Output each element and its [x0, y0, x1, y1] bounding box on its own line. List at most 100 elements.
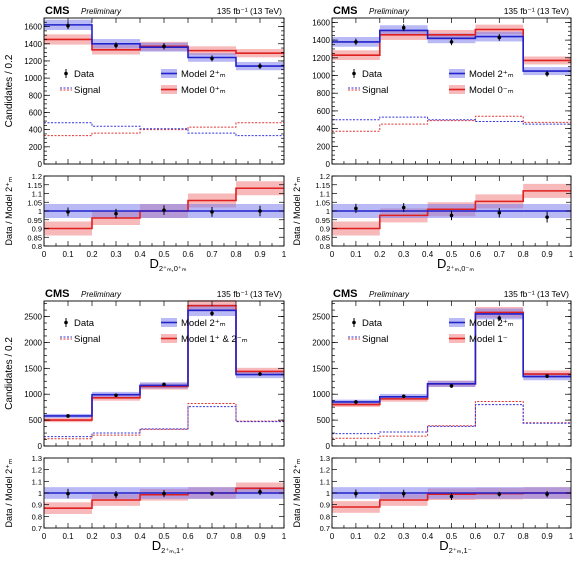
x-tick-label: 0.4 — [422, 532, 434, 541]
x-tick-label: 0.3 — [110, 532, 122, 541]
x-tick-label: 0.6 — [470, 250, 482, 259]
x-axis-label-main: D — [437, 256, 446, 271]
y-tick-label: 200 — [317, 142, 331, 151]
y-tick-label: 0 — [38, 160, 43, 169]
ratio-point — [401, 205, 406, 210]
x-axis-label-main: D — [439, 538, 448, 553]
y-tick-label: 1500 — [24, 364, 42, 373]
ratio-y-tick-label: 1.2 — [320, 172, 330, 181]
x-tick-label: 0.5 — [446, 250, 458, 259]
signal-zero-line — [44, 406, 284, 438]
y-tick-label: 1200 — [24, 57, 42, 66]
preliminary-label: Preliminary — [369, 7, 410, 16]
y-tick-label: 200 — [29, 143, 43, 152]
ratio-point — [162, 208, 166, 212]
ratio-y-axis-label: Data / Model 2⁺ₘ — [292, 176, 302, 245]
x-axis-label: D2⁺ₘ,1⁻ — [439, 538, 471, 555]
x-axis-label-subscript: 2⁺ₘ,1⁺ — [161, 546, 184, 555]
legend-model-alt-label: Model 0⁺ₘ — [181, 85, 226, 96]
ratio-y-tick-label: 1.3 — [32, 454, 42, 463]
y-tick-label: 1000 — [312, 72, 330, 81]
ratio-model-alt-line — [332, 190, 571, 230]
x-tick-label: 0.7 — [206, 532, 218, 541]
x-tick-label: 0.9 — [542, 532, 554, 541]
y-tick-label: 2000 — [24, 338, 42, 347]
ratio-y-tick-label: 1.05 — [315, 198, 330, 207]
ratio-y-tick-label: 0.8 — [32, 512, 42, 521]
x-tick-label: 0.4 — [422, 250, 434, 259]
data-point — [497, 35, 502, 40]
x-tick-label: 1 — [569, 532, 574, 541]
data-point — [497, 316, 502, 320]
ratio-point — [66, 491, 70, 496]
data-point — [449, 40, 454, 44]
legend-data-label: Data — [74, 318, 95, 329]
x-tick-label: 1 — [282, 250, 287, 259]
y-tick-label: 600 — [317, 107, 331, 116]
y-tick-label: 800 — [29, 91, 43, 100]
y-axis-label: Candidates / 0.2 — [4, 54, 15, 127]
y-tick-label: 1000 — [24, 74, 42, 83]
legend-model-alt-label: Model 0⁻ₘ — [469, 85, 514, 96]
x-tick-label: 0.5 — [158, 250, 170, 259]
preliminary-label: Preliminary — [369, 290, 410, 299]
x-axis-label-subscript: 2⁺ₘ,0⁻ₘ — [446, 264, 474, 273]
y-tick-label: 0 — [326, 442, 331, 451]
ratio-y-tick-label: 1 — [38, 207, 42, 216]
x-tick-label: 0.4 — [134, 532, 146, 541]
ratio-y-tick-label: 0.9 — [32, 225, 42, 234]
legend-model-zero-label: Model 2⁺ₘ — [469, 69, 514, 80]
ratio-y-axis-label: Data / Model 2⁺ₘ — [4, 176, 14, 245]
ratio-point — [545, 492, 549, 496]
ratio-y-tick-label: 0.7 — [32, 524, 42, 533]
cms-label: CMS — [333, 288, 357, 300]
cms-label: CMS — [45, 288, 69, 300]
y-tick-label: 400 — [317, 125, 331, 134]
x-axis-label: D2⁺ₘ,1⁺ — [152, 538, 184, 555]
panel-bottom-right: 0 500 1000 1500 2000 2500 CMS Preliminary 135 fb… — [292, 288, 574, 555]
signal-zero-line — [332, 116, 571, 125]
data-point — [114, 393, 118, 398]
ratio-y-tick-label: 1.1 — [320, 190, 330, 199]
x-axis-label: D2⁺ₘ,0⁺ₘ — [149, 256, 186, 273]
signal-zero-line — [44, 122, 284, 137]
legend-model-alt-label: Model 1⁺ & 2⁻ₘ — [181, 334, 248, 345]
ratio-y-tick-label: 1.2 — [32, 466, 42, 475]
cms-label: CMS — [45, 5, 69, 17]
data-point — [449, 384, 454, 388]
ratio-y-tick-label: 1.3 — [320, 454, 330, 463]
y-tick-label: 2000 — [312, 338, 330, 347]
ratio-point — [401, 491, 406, 496]
lumi-label: 135 fb⁻¹ (13 TeV) — [217, 289, 282, 299]
x-tick-label: 0.8 — [518, 532, 530, 541]
ratio-point — [497, 210, 502, 215]
x-tick-label: 0 — [330, 250, 335, 259]
x-tick-label: 0.7 — [494, 532, 506, 541]
x-tick-label: 0.1 — [62, 250, 74, 259]
x-tick-label: 0 — [330, 532, 335, 541]
data-point — [354, 400, 358, 404]
x-tick-label: 0.5 — [446, 532, 458, 541]
legend-signal-label: Signal — [74, 85, 100, 96]
ratio-y-tick-label: 0.9 — [320, 501, 330, 510]
x-tick-label: 0.7 — [494, 250, 506, 259]
y-tick-label: 1600 — [312, 18, 330, 27]
ratio-y-tick-label: 1.1 — [320, 477, 330, 486]
y-tick-label: 1400 — [24, 40, 42, 49]
y-tick-label: 1200 — [312, 54, 330, 63]
x-tick-label: 0.5 — [158, 532, 170, 541]
ratio-y-tick-label: 1.2 — [32, 172, 42, 181]
x-tick-label: 0.3 — [398, 250, 410, 259]
ratio-y-tick-label: 0.95 — [27, 216, 42, 225]
legend-signal-label: Signal — [362, 334, 388, 345]
ratio-y-tick-label: 1.05 — [27, 198, 42, 207]
y-tick-label: 500 — [317, 416, 331, 425]
data-point — [210, 56, 214, 61]
legend-data-marker — [352, 320, 356, 325]
ratio-y-tick-label: 0.85 — [27, 233, 42, 242]
x-tick-label: 0.9 — [542, 250, 554, 259]
legend-data-label: Data — [362, 318, 383, 329]
ratio-y-tick-label: 1.15 — [27, 181, 42, 190]
signal-alt-line — [44, 122, 284, 137]
